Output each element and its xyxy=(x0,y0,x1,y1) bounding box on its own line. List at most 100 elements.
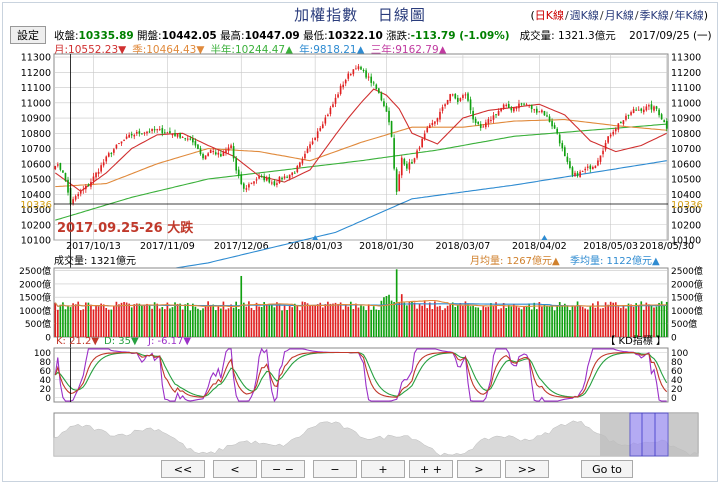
period-link-4[interactable]: 年K線 xyxy=(674,9,704,22)
candle-body xyxy=(525,104,528,106)
candle-body xyxy=(518,103,520,109)
volume-bar xyxy=(375,309,378,337)
candle-body xyxy=(171,134,174,136)
candle-body xyxy=(378,88,380,93)
volume-bar xyxy=(543,304,546,337)
candle-body xyxy=(245,188,248,190)
price-tick-right: 10600 xyxy=(671,159,701,170)
candle-body xyxy=(163,132,166,134)
volume-bar xyxy=(584,308,587,337)
volume-month-ma xyxy=(54,299,667,308)
nav-first-button[interactable]: << xyxy=(161,460,205,478)
nav-zoom-in-button[interactable]: + xyxy=(361,460,405,478)
volume-bar xyxy=(650,304,653,337)
nav-next-button[interactable]: > xyxy=(457,460,501,478)
volume-tick-left: 0 xyxy=(45,334,51,344)
period-link-3[interactable]: 季K線 xyxy=(639,9,669,22)
candle-body xyxy=(546,115,548,117)
candle-body xyxy=(372,82,375,84)
kd-j-label: J: -6.17▼ xyxy=(147,336,191,347)
volume-bar xyxy=(566,305,569,337)
volume-bar xyxy=(599,308,602,337)
nav-zoom-out-button[interactable]: − xyxy=(313,460,357,478)
volume-bar xyxy=(533,302,536,337)
candle-body xyxy=(599,155,602,162)
candle-body xyxy=(156,129,159,131)
candle-body xyxy=(143,132,146,134)
price-tick-right: 10700 xyxy=(671,144,701,155)
candle-body xyxy=(220,154,222,157)
candle-body xyxy=(87,184,90,187)
candle-body xyxy=(263,176,266,181)
volume-bar xyxy=(367,304,370,337)
volume-bar xyxy=(571,306,574,337)
volume-bar xyxy=(125,302,128,337)
volume-bar xyxy=(520,309,523,337)
candle-body xyxy=(510,108,513,111)
overview-window[interactable] xyxy=(629,412,669,457)
nav-last-button[interactable]: >> xyxy=(505,460,549,478)
period-link-0[interactable]: 日K線 xyxy=(534,9,564,22)
candle-body xyxy=(97,171,100,174)
volume-bar xyxy=(118,304,120,337)
volume-bar xyxy=(296,305,299,337)
volume-bar xyxy=(301,301,304,337)
period-switcher: (日K線/週K線/月K線/季K線/年K線) xyxy=(530,7,708,23)
price-tick-left: 11300 xyxy=(21,53,51,64)
candle-body xyxy=(311,141,314,145)
candle-body xyxy=(535,108,538,113)
volume-bar xyxy=(390,300,393,337)
ma-legend-item-2: 半年:10244.47▲ xyxy=(210,44,294,56)
candle-body xyxy=(584,168,587,171)
candle-body xyxy=(393,138,395,169)
candle-body xyxy=(355,68,357,70)
volume-bar xyxy=(421,305,423,337)
volume-bar xyxy=(245,306,248,337)
candle-body xyxy=(449,94,451,102)
volume-bar xyxy=(558,302,561,337)
volume-bar xyxy=(497,309,500,337)
volume-bar xyxy=(576,301,579,337)
candle-body xyxy=(227,147,230,151)
candle-body xyxy=(214,152,217,155)
volume-bar xyxy=(342,309,344,337)
candle-body xyxy=(113,149,115,153)
volume-bar xyxy=(648,304,650,337)
period-link-2[interactable]: 月K線 xyxy=(604,9,634,22)
volume-bar xyxy=(87,302,90,337)
volume-bar xyxy=(334,302,337,337)
candle-body xyxy=(612,131,615,135)
settings-button[interactable]: 設定 xyxy=(10,26,46,44)
candle-body xyxy=(250,182,253,184)
open-value: 10442.05 xyxy=(161,30,217,42)
nav-prev-button[interactable]: < xyxy=(213,460,257,478)
close-value: 10335.89 xyxy=(78,30,134,42)
price-tick-left: 10700 xyxy=(21,144,51,155)
period-link-1[interactable]: 週K線 xyxy=(569,9,599,22)
volume-bar xyxy=(92,309,95,337)
candle-body xyxy=(273,181,276,186)
kd-tick-right: 100 xyxy=(671,349,688,359)
candle-body xyxy=(309,144,311,149)
volume-bar xyxy=(115,301,118,337)
volume-bar xyxy=(548,306,551,337)
volume-bar xyxy=(383,297,385,337)
volume-value: 1321.3億元 xyxy=(558,30,616,42)
kd-k-label: K: 21.2▼ xyxy=(56,336,99,347)
volume-bar xyxy=(413,302,416,337)
candle-body xyxy=(324,117,327,124)
candle-body xyxy=(133,134,136,137)
candle-body xyxy=(118,143,120,145)
nav-zoom-in-more-button[interactable]: + + xyxy=(409,460,453,478)
event-marker xyxy=(312,235,319,240)
kd-tick-right: 20 xyxy=(671,385,683,395)
candle-body xyxy=(102,162,105,166)
volume-bar xyxy=(90,304,92,337)
volume-bar xyxy=(357,307,360,337)
volume-bar xyxy=(574,306,576,337)
candle-body xyxy=(416,150,418,158)
nav-zoom-out-more-button[interactable]: − − xyxy=(261,460,305,478)
kd-tick-left: 0 xyxy=(45,394,51,404)
volume-bar xyxy=(551,305,553,337)
nav-goto-button[interactable]: Go to xyxy=(581,460,633,478)
